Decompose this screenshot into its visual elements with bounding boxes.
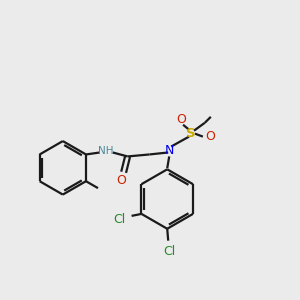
Text: O: O [117, 174, 127, 187]
Text: S: S [186, 127, 196, 140]
Text: Cl: Cl [163, 245, 175, 258]
Text: N: N [164, 144, 174, 157]
Text: NH: NH [98, 146, 113, 157]
Text: Cl: Cl [114, 213, 126, 226]
Text: O: O [176, 113, 186, 126]
Text: O: O [205, 130, 215, 143]
